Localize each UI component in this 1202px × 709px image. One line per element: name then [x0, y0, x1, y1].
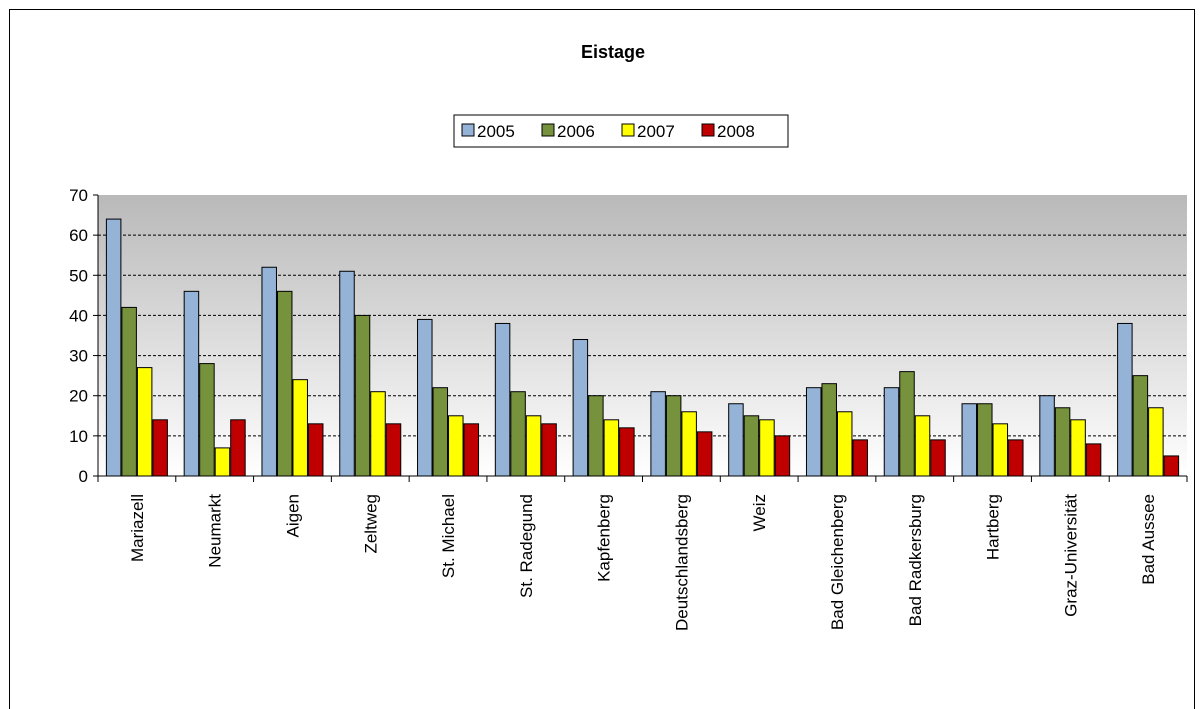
legend-box: [453, 114, 789, 148]
x-category-label: Hartberg: [984, 494, 1003, 560]
bar-2008-1: [230, 419, 246, 477]
bar-2008-11: [1008, 439, 1024, 477]
bar-2006-3: [354, 314, 371, 477]
bar-2007-3: [370, 391, 386, 477]
x-category-label: St. Michael: [439, 494, 458, 578]
x-category-label: Neumarkt: [206, 494, 225, 568]
bar-2008-12: [1085, 443, 1102, 477]
bar-2008-2: [307, 423, 324, 477]
bar-2006-1: [199, 363, 215, 477]
y-tick-label: 70: [69, 186, 88, 205]
y-tick-label: 10: [69, 427, 88, 446]
bar-2006-5: [510, 391, 526, 477]
bar-2007-13: [1148, 407, 1164, 477]
y-tick-labels: 0 10 20 30 40 50 60 70: [69, 186, 88, 486]
y-tick-label: 30: [69, 347, 88, 366]
x-category-label: Mariazell: [128, 494, 147, 562]
bar-2006-4: [432, 387, 449, 477]
y-tick-label: 0: [79, 467, 88, 486]
bar-2008-0: [152, 419, 168, 477]
bar-2005-10: [883, 387, 900, 477]
bar-2006-10: [899, 371, 915, 477]
legend-label-2006: 2006: [557, 122, 595, 141]
bar-2005-11: [961, 403, 978, 477]
legend-swatch-2007: [621, 123, 635, 137]
bar-2006-0: [121, 306, 137, 477]
legend-swatch-2005: [461, 123, 475, 137]
bar-2008-6: [619, 427, 635, 477]
legend-swatch-2006: [541, 123, 555, 137]
bar-2007-1: [214, 447, 231, 477]
bar-2006-7: [665, 395, 682, 477]
bar-2007-11: [992, 423, 1009, 477]
x-category-label: Zeltweg: [361, 494, 380, 554]
x-category-label: St. Radegund: [517, 494, 536, 598]
x-category-label: Deutschlandsberg: [672, 494, 691, 631]
x-category-label: Bad Radkersburg: [906, 494, 925, 626]
bar-2005-2: [261, 266, 277, 477]
bar-2005-0: [105, 218, 122, 477]
bar-2008-5: [541, 423, 557, 477]
x-category-label: Aigen: [283, 494, 302, 537]
bar-2006-2: [276, 290, 293, 477]
bar-2005-5: [494, 322, 511, 477]
bar-2007-8: [759, 419, 775, 477]
bar-2007-7: [681, 411, 697, 477]
bar-2007-9: [836, 411, 853, 477]
bar-2005-6: [572, 339, 589, 477]
y-tick-label: 40: [69, 306, 88, 325]
bar-2006-6: [588, 395, 604, 477]
bar-2008-8: [774, 435, 791, 477]
bar-2007-5: [525, 415, 542, 477]
legend-label-2008: 2008: [717, 122, 755, 141]
bar-2007-0: [136, 367, 153, 477]
bar-2005-8: [728, 403, 744, 477]
bar-2007-12: [1070, 419, 1086, 477]
legend-label-2005: 2005: [477, 122, 515, 141]
bar-2007-2: [292, 379, 308, 477]
bar-2008-4: [463, 423, 480, 477]
y-tick-label: 60: [69, 226, 88, 245]
plot-area: [98, 195, 1187, 476]
bar-2005-3: [339, 270, 355, 477]
bars: [105, 218, 1180, 477]
y-tick-label: 20: [69, 387, 88, 406]
axes: [93, 194, 1188, 482]
bar-2007-10: [914, 415, 931, 477]
x-category-labels: Mariazell Neumarkt Aigen Zeltweg St. Michael…: [128, 494, 1158, 631]
bar-2005-12: [1039, 395, 1055, 477]
x-category-label: Weiz: [750, 494, 769, 531]
bar-2006-9: [821, 383, 837, 477]
bar-2006-13: [1132, 375, 1149, 477]
x-category-label: Graz-Universität: [1061, 494, 1080, 617]
bar-2008-9: [852, 439, 868, 477]
legend-label-2007: 2007: [637, 122, 675, 141]
bar-2005-9: [805, 387, 822, 477]
bar-2008-10: [930, 439, 946, 477]
bar-2007-6: [603, 419, 620, 477]
y-tick-label: 50: [69, 266, 88, 285]
bar-2006-11: [977, 403, 993, 477]
bar-2005-13: [1117, 322, 1133, 477]
bar-2007-4: [448, 415, 464, 477]
x-category-label: Bad Gleichenberg: [828, 494, 847, 630]
bar-2008-13: [1163, 455, 1180, 477]
bar-2005-1: [183, 290, 200, 477]
chart-title: Eistage: [581, 42, 645, 62]
legend-swatch-2008: [701, 123, 715, 137]
x-category-label: Bad Aussee: [1139, 494, 1158, 585]
bar-2006-12: [1054, 407, 1071, 477]
x-category-label: Kapfenberg: [595, 494, 614, 582]
legend: 2005 2006 2007 2008: [453, 114, 789, 148]
bar-2006-8: [743, 415, 760, 477]
bar-2005-4: [417, 318, 433, 477]
bar-2005-7: [650, 391, 666, 477]
bar-2008-3: [385, 423, 402, 477]
bar-2008-7: [696, 431, 713, 477]
